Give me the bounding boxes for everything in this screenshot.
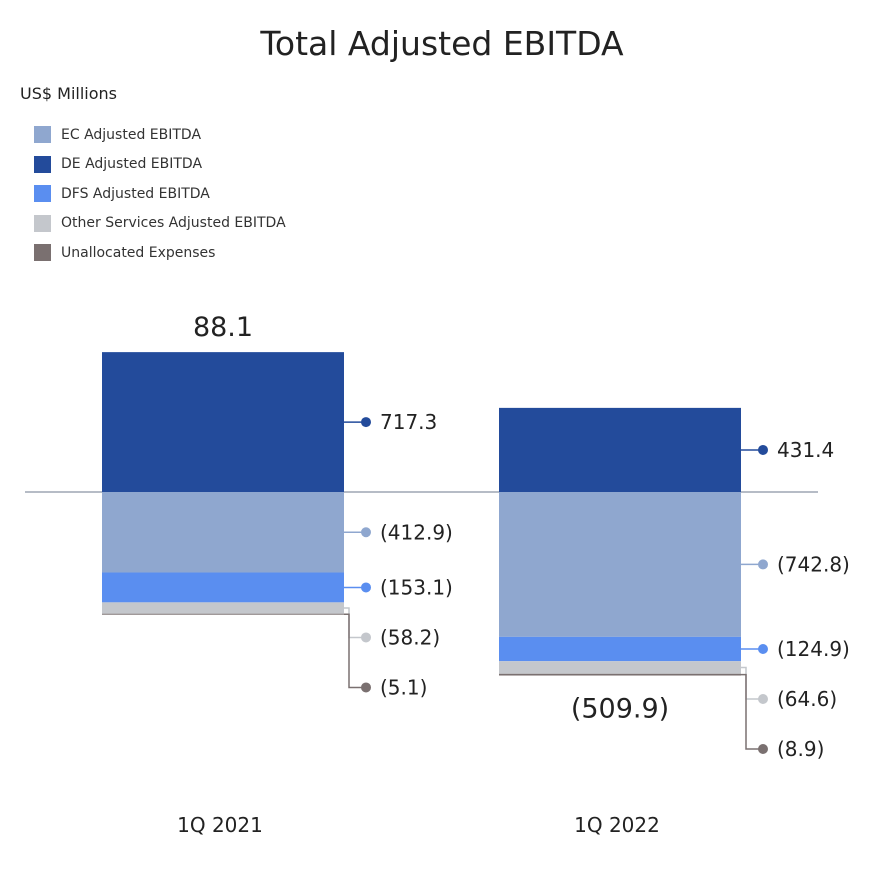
data-label-other-services-adjusted-ebitda-1q-2021: (58.2) [380,625,440,649]
callout-line-other-services-adjusted-ebitda-1q-2021 [344,607,366,639]
total-label-1q-2021: 88.1 [193,312,253,343]
callout-line-unallocated-expenses-1q-2022 [741,673,763,750]
callout-line-unallocated-expenses-1q-2021 [344,613,366,689]
legend-label: Other Services Adjusted EBITDA [61,215,286,232]
data-label-unallocated-expenses-1q-2022: (8.9) [777,737,824,761]
callout-dot-unallocated-expenses-1q-2021 [361,682,371,693]
category-label-1q-2021: 1Q 2021 [177,813,263,837]
bar-other-services-adjusted-ebitda-1q-2021 [102,602,344,614]
legend-item-other-services-adjusted-ebitda: Other Services Adjusted EBITDA [34,209,286,239]
callout-dot-other-services-adjusted-ebitda-1q-2022 [758,694,768,705]
bar-de-adjusted-ebitda-1q-2021 [102,352,344,492]
legend-label: DFS Adjusted EBITDA [61,185,210,202]
chart-title: Total Adjusted EBITDA [260,24,624,63]
bar-unallocated-expenses-1q-2022 [499,673,741,676]
total-label-1q-2022: (509.9) [571,694,669,725]
legend-label: DE Adjusted EBITDA [61,156,203,173]
legend-label: Unallocated Expenses [61,244,216,261]
bar-other-services-adjusted-ebitda-1q-2022 [499,661,741,674]
data-label-dfs-adjusted-ebitda-1q-2021: (153.1) [380,575,453,599]
callout-dot-de-adjusted-ebitda-1q-2022 [758,444,768,455]
bar-unallocated-expenses-1q-2021 [102,613,344,615]
legend-swatch [34,126,51,144]
legend-item-ec-adjusted-ebitda: EC Adjusted EBITDA [34,120,286,150]
legend-label: EC Adjusted EBITDA [61,126,202,143]
bar-dfs-adjusted-ebitda-1q-2021 [102,572,344,603]
callout-dot-other-services-adjusted-ebitda-1q-2021 [361,632,371,643]
legend-swatch [34,185,51,203]
bar-ec-adjusted-ebitda-1q-2021 [102,492,344,573]
callout-dot-dfs-adjusted-ebitda-1q-2021 [361,582,371,593]
data-label-other-services-adjusted-ebitda-1q-2022: (64.6) [777,687,837,711]
callout-line-other-services-adjusted-ebitda-1q-2022 [741,666,763,700]
legend-item-unallocated-expenses: Unallocated Expenses [34,238,286,268]
callout-dot-unallocated-expenses-1q-2022 [758,744,768,755]
data-label-de-adjusted-ebitda-1q-2022: 431.4 [777,438,834,462]
callout-dot-ec-adjusted-ebitda-1q-2022 [758,559,768,570]
bar-dfs-adjusted-ebitda-1q-2022 [499,636,741,662]
bar-de-adjusted-ebitda-1q-2022 [499,407,741,492]
legend-swatch [34,155,51,173]
legend: EC Adjusted EBITDA DE Adjusted EBITDA DFS … [34,120,286,268]
data-label-de-adjusted-ebitda-1q-2021: 717.3 [380,410,437,434]
category-label-1q-2022: 1Q 2022 [574,813,660,837]
data-label-ec-adjusted-ebitda-1q-2021: (412.9) [380,520,453,544]
data-label-dfs-adjusted-ebitda-1q-2022: (124.9) [777,637,850,661]
legend-item-dfs-adjusted-ebitda: DFS Adjusted EBITDA [34,179,286,209]
legend-item-de-adjusted-ebitda: DE Adjusted EBITDA [34,150,286,180]
callout-dot-ec-adjusted-ebitda-1q-2021 [361,527,371,538]
legend-swatch [34,214,51,232]
callout-dot-dfs-adjusted-ebitda-1q-2022 [758,644,768,655]
data-label-ec-adjusted-ebitda-1q-2022: (742.8) [777,552,850,576]
unit-label: US$ Millions [20,84,117,103]
legend-swatch [34,244,51,262]
bar-ec-adjusted-ebitda-1q-2022 [499,492,741,637]
data-label-unallocated-expenses-1q-2021: (5.1) [380,675,427,699]
callout-dot-de-adjusted-ebitda-1q-2021 [361,417,371,428]
